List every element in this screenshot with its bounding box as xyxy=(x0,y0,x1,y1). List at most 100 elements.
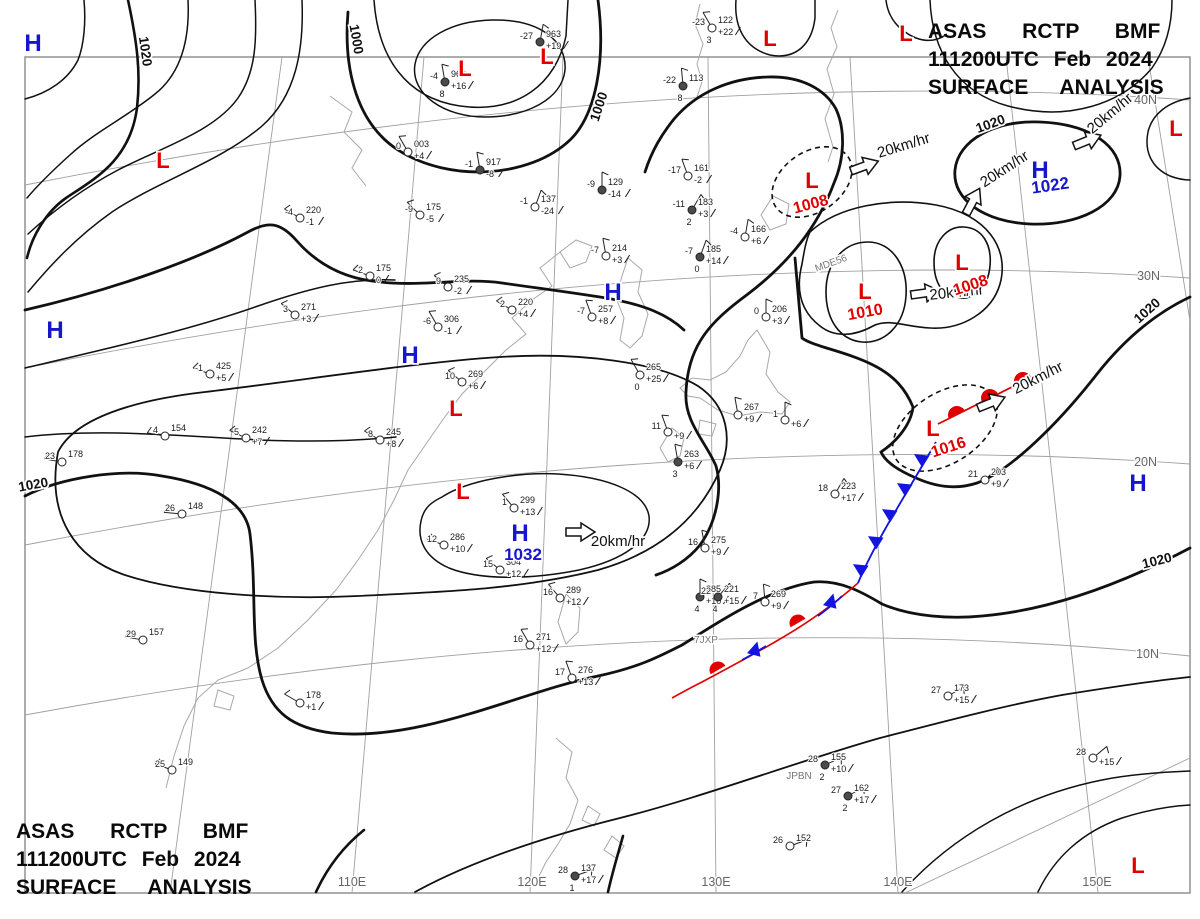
wind-barb xyxy=(147,432,162,436)
wind-barb xyxy=(229,429,243,437)
station-temperature: 2 xyxy=(358,265,363,275)
station-pressure: 155 xyxy=(831,752,846,762)
wind-barb xyxy=(1095,746,1108,756)
station-cloud-circle xyxy=(440,77,450,87)
station-cloud-circle xyxy=(443,282,453,292)
tendency-trace-mark xyxy=(597,874,604,884)
wind-barb-tick xyxy=(747,218,755,224)
station-pressure: 275 xyxy=(711,535,726,545)
station-pressure: 183 xyxy=(698,197,713,207)
tendency-trace-mark xyxy=(624,188,631,198)
station-pressure: 276 xyxy=(578,665,593,675)
tendency-trace-mark xyxy=(466,543,473,553)
station-extra-value: 2 xyxy=(842,803,847,813)
tendency-trace-mark xyxy=(723,546,730,556)
isobar xyxy=(798,201,1004,336)
wind-barb xyxy=(441,64,445,79)
station-pressure: 206 xyxy=(772,304,787,314)
station-pressure-tendency: +13 xyxy=(578,677,593,687)
station-extra-value: 4 xyxy=(712,604,717,614)
station-pressure: 161 xyxy=(694,163,709,173)
datetime-line: 111200UTC Feb 2024 xyxy=(16,848,241,871)
station-temperature: 25 xyxy=(155,759,165,769)
station-pressure: 162 xyxy=(854,783,869,793)
tendency-trace-mark xyxy=(530,308,537,318)
wind-barb-tick xyxy=(540,189,547,196)
station-cloud-circle xyxy=(535,37,545,47)
station-pressure: 917 xyxy=(486,157,501,167)
tendency-trace-mark xyxy=(456,325,463,335)
station-pressure: 257 xyxy=(598,304,613,314)
station-cloud-circle xyxy=(433,322,443,332)
longitude-label: 130E xyxy=(701,875,730,889)
longitude-label: 120E xyxy=(517,875,546,889)
station-cloud-circle xyxy=(683,171,693,181)
wind-barb xyxy=(674,444,678,459)
station-temperature: -6 xyxy=(423,316,431,326)
tendency-trace-mark xyxy=(264,436,271,446)
coastline xyxy=(329,95,367,187)
latitude-label: 20N xyxy=(1134,455,1157,469)
tendency-trace-mark xyxy=(662,373,669,383)
latitude-label: 30N xyxy=(1137,269,1160,283)
station-temperature: 28 xyxy=(558,865,568,875)
station-cloud-circle xyxy=(843,791,853,801)
station-temperature: 22 xyxy=(701,586,711,596)
meridian-line xyxy=(529,56,564,894)
station-cloud-circle xyxy=(365,271,375,281)
wind-barb-tick xyxy=(433,272,441,276)
station-cloud-circle xyxy=(780,415,790,425)
product-id-line: ASAS RCTP BMF xyxy=(928,20,1161,43)
station-cloud-circle xyxy=(415,210,425,220)
station-temperature: -9 xyxy=(587,179,595,189)
wind-barb xyxy=(734,397,738,412)
meridian-line xyxy=(849,56,899,894)
station-pressure-tendency: +15 xyxy=(724,596,739,606)
stationary-front-warm-symbol xyxy=(709,661,726,675)
wind-barb xyxy=(987,466,999,478)
station-cloud-circle xyxy=(530,202,540,212)
wind-barb xyxy=(578,869,593,876)
wind-barb-tick xyxy=(701,529,709,533)
wind-barb xyxy=(428,311,437,324)
wind-barb-tick xyxy=(407,199,415,203)
wind-barb xyxy=(793,839,808,846)
tendency-trace-mark xyxy=(536,506,543,516)
wind-barb-tick xyxy=(280,300,288,304)
station-cloud-circle xyxy=(678,81,688,91)
station-pressure: 122 xyxy=(718,15,733,25)
wind-barb xyxy=(828,756,842,764)
station-pressure-tendency: +12 xyxy=(566,597,581,607)
development-area-ellipse xyxy=(771,145,853,219)
isobar-value-label: 1020 xyxy=(974,112,1007,136)
high-pressure-marker: H xyxy=(1129,470,1146,497)
station-pressure-tendency: +12 xyxy=(536,644,551,654)
wind-barb xyxy=(280,303,293,313)
tendency-trace-mark xyxy=(710,208,717,218)
wind-barb-tick xyxy=(601,171,609,176)
wind-barb-tick xyxy=(447,367,455,371)
isobar xyxy=(1037,804,1191,893)
station-pressure-tendency: +4 xyxy=(414,151,424,161)
isobar-value-label: 1020 xyxy=(1131,295,1163,326)
station-pressure-tendency: +12 xyxy=(506,569,521,579)
station-temperature: 0 xyxy=(396,141,401,151)
station-cloud-circle xyxy=(570,871,580,881)
tendency-trace-mark xyxy=(847,763,854,773)
wind-barb xyxy=(693,194,702,207)
tendency-trace-mark xyxy=(582,596,589,606)
station-temperature: -1 xyxy=(195,363,203,373)
wind-barb-tick xyxy=(699,578,707,583)
station-temperature: 1 xyxy=(502,497,507,507)
parallel-line xyxy=(24,269,1191,369)
station-pressure-tendency: +10 xyxy=(450,544,465,554)
station-cloud-circle xyxy=(457,377,467,387)
station-pressure: 299 xyxy=(520,495,535,505)
wind-barb-tick xyxy=(702,11,711,13)
wind-barb-tick xyxy=(398,135,407,137)
station-cloud-circle xyxy=(1088,753,1098,763)
isobar xyxy=(24,432,397,442)
station-pressure: 267 xyxy=(744,402,759,412)
isobar-value-label: 1020 xyxy=(17,475,49,495)
